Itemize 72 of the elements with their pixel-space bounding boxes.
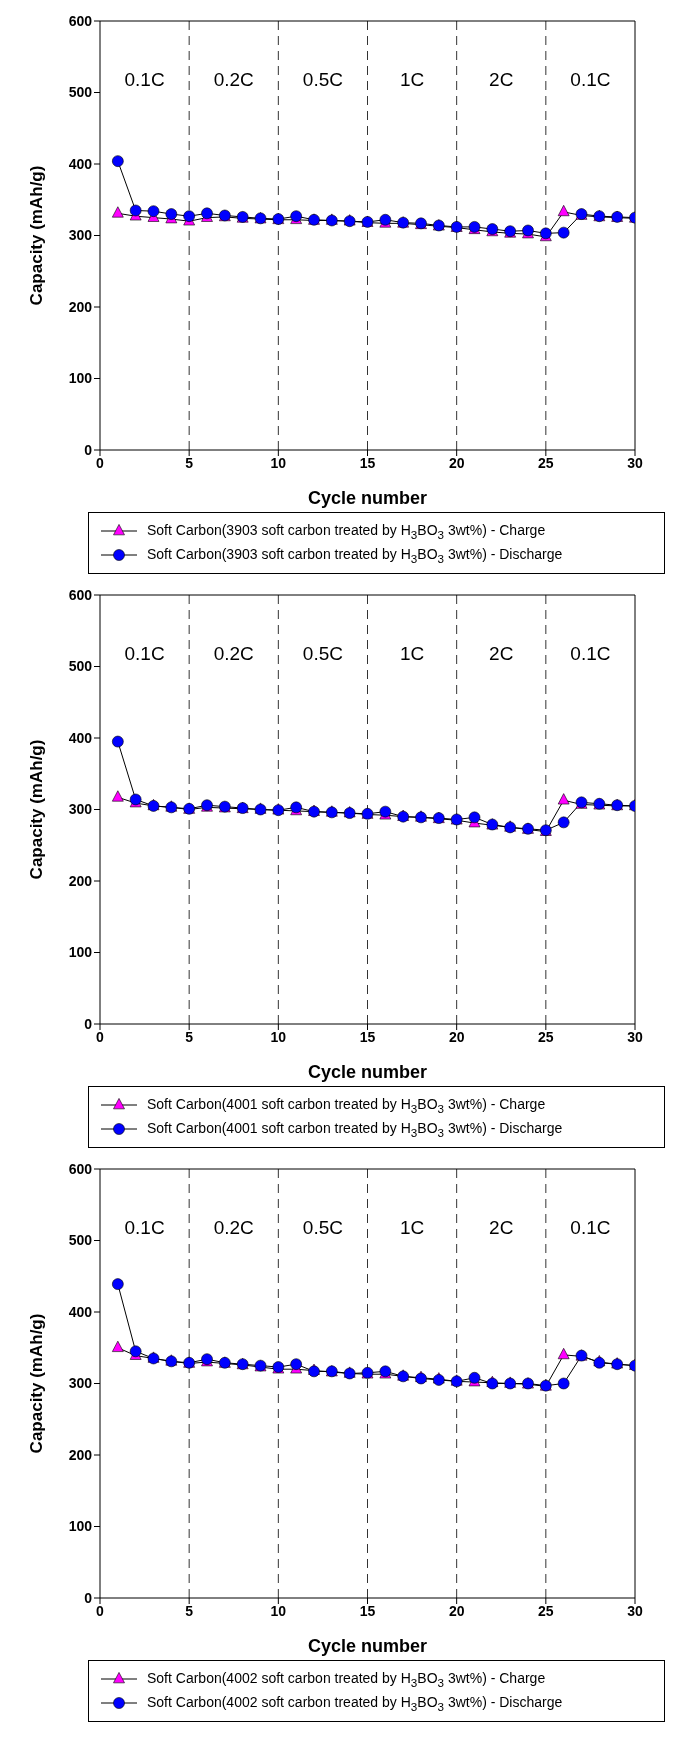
annotation: 1C: [399, 642, 425, 664]
x-tick-label: 10: [270, 1602, 287, 1619]
x-tick-label: 0: [96, 1602, 105, 1619]
y-tick-label: 300: [68, 801, 93, 818]
y-axis-title: Capacity (mAh/g): [27, 165, 47, 306]
y-tick-label: 400: [68, 155, 93, 172]
legend-label: Soft Carbon(3903 soft carbon treated by H$_{3}$BO$_{3}$ 3wt%) - Discharge: [147, 545, 563, 565]
y-axis-title: Capacity (mAh/g): [27, 1313, 47, 1454]
y-tick-label: 400: [68, 729, 93, 746]
y-axis-title: Capacity (mAh/g): [27, 739, 47, 880]
y-tick-label: 500: [68, 84, 93, 101]
y-tick-label: 0: [84, 1589, 93, 1606]
x-tick-label: 5: [185, 1028, 194, 1045]
annotation: 0.5C: [302, 642, 343, 664]
legend-label: Soft Carbon(4002 soft carbon treated by H$_{3}$BO$_{3}$ 3wt%) - Discharge: [147, 1693, 563, 1713]
y-tick-label: 200: [68, 298, 93, 315]
annotation: 0.1C: [570, 1216, 611, 1238]
annotation: 0.2C: [213, 642, 254, 664]
y-tick-label: 400: [68, 1303, 93, 1320]
x-tick-label: 25: [538, 1028, 554, 1045]
y-tick-label: 500: [68, 1232, 93, 1249]
annotation: 0.5C: [302, 68, 343, 90]
x-tick-label: 30: [627, 1602, 643, 1619]
y-tick-label: 600: [68, 586, 93, 603]
y-tick-label: 500: [68, 658, 93, 675]
x-tick-label: 15: [359, 1602, 376, 1619]
x-tick-label: 0: [96, 1028, 105, 1045]
y-tick-label: 100: [68, 370, 93, 387]
y-tick-label: 200: [68, 872, 93, 889]
annotation: 2C: [489, 1216, 514, 1238]
x-tick-label: 20: [448, 1028, 465, 1045]
y-tick-label: 300: [68, 227, 93, 244]
annotation: 0.1C: [124, 642, 165, 664]
x-tick-label: 20: [448, 1602, 465, 1619]
legend-label: Soft Carbon(4001 soft carbon treated by H$_{3}$BO$_{3}$ 3wt%) - Discharge: [147, 1119, 563, 1139]
x-tick-label: 0: [96, 454, 105, 471]
legend-label: Soft Carbon(4002 soft carbon treated by H$_{3}$BO$_{3}$ 3wt%) - Charge: [147, 1669, 546, 1689]
annotation: 0.2C: [213, 1216, 254, 1238]
x-tick-label: 10: [270, 454, 287, 471]
y-tick-label: 100: [68, 944, 93, 961]
x-tick-label: 10: [270, 1028, 287, 1045]
y-tick-label: 0: [84, 441, 93, 458]
x-axis-title: Cycle number: [307, 1062, 428, 1082]
annotation: 0.1C: [570, 642, 611, 664]
annotation: 2C: [489, 642, 514, 664]
x-tick-label: 5: [185, 454, 194, 471]
annotation: 1C: [399, 68, 425, 90]
x-axis-title: Cycle number: [307, 488, 428, 508]
y-tick-label: 0: [84, 1015, 93, 1032]
y-tick-label: 200: [68, 1446, 93, 1463]
x-tick-label: 15: [359, 1028, 376, 1045]
legend-label: Soft Carbon(3903 soft carbon treated by H$_{3}$BO$_{3}$ 3wt%) - Charge: [147, 521, 546, 541]
y-tick-label: 100: [68, 1518, 93, 1535]
x-tick-label: 30: [627, 454, 643, 471]
annotation: 0.1C: [570, 68, 611, 90]
x-tick-label: 15: [359, 454, 376, 471]
annotation: 2C: [489, 68, 514, 90]
x-tick-label: 20: [448, 454, 465, 471]
annotation: 0.1C: [124, 1216, 165, 1238]
annotation: 1C: [399, 1216, 425, 1238]
x-tick-label: 25: [538, 1602, 554, 1619]
annotation: 0.2C: [213, 68, 254, 90]
legend-label: Soft Carbon(4001 soft carbon treated by H$_{3}$BO$_{3}$ 3wt%) - Charge: [147, 1095, 546, 1115]
y-tick-label: 600: [68, 12, 93, 29]
x-tick-label: 5: [185, 1602, 194, 1619]
y-tick-label: 600: [68, 1160, 93, 1177]
y-tick-label: 300: [68, 1375, 93, 1392]
x-axis-title: Cycle number: [307, 1636, 428, 1656]
annotation: 0.1C: [124, 68, 165, 90]
x-tick-label: 25: [538, 454, 554, 471]
annotation: 0.5C: [302, 1216, 343, 1238]
x-tick-label: 30: [627, 1028, 643, 1045]
